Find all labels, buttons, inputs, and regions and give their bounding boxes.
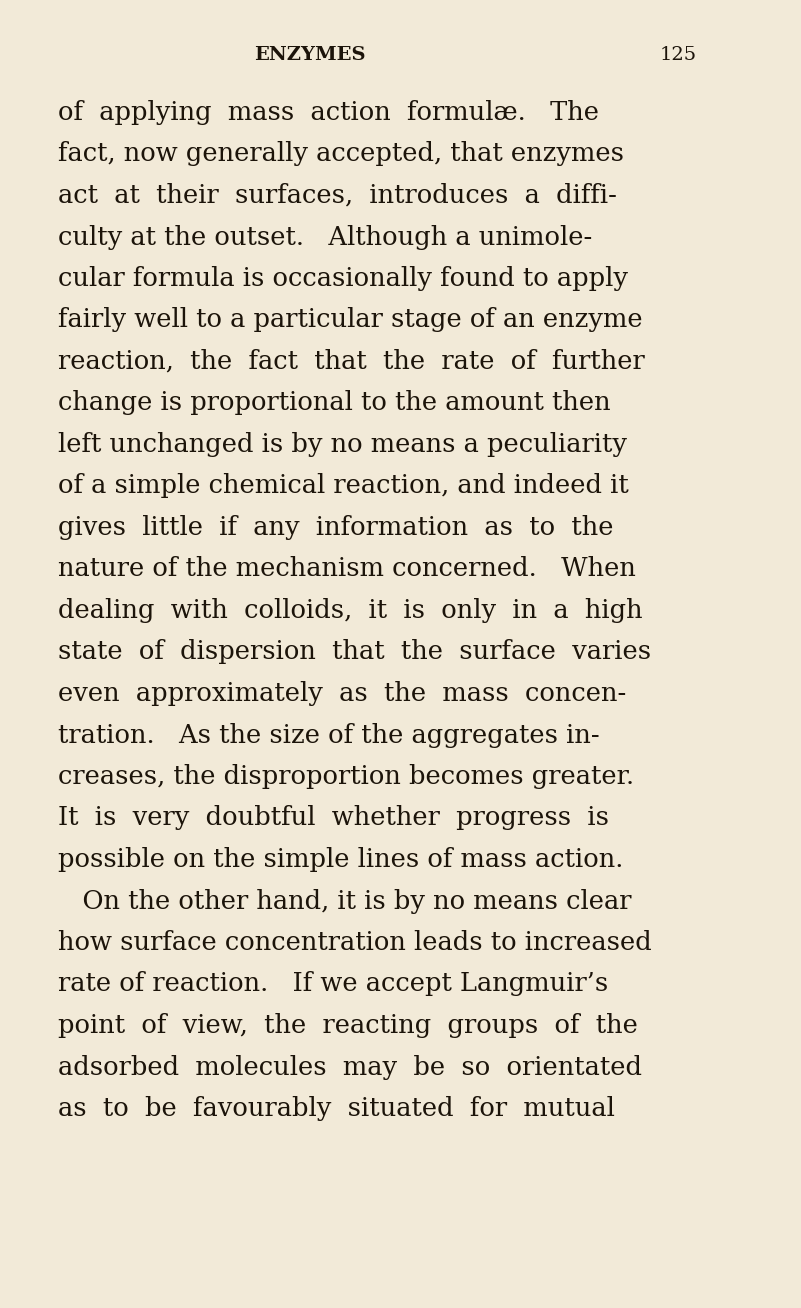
Text: of  applying  mass  action  formulæ.   The: of applying mass action formulæ. The xyxy=(58,99,599,126)
Text: 125: 125 xyxy=(660,46,697,64)
Text: point  of  view,  the  reacting  groups  of  the: point of view, the reacting groups of th… xyxy=(58,1012,638,1039)
Text: gives  little  if  any  information  as  to  the: gives little if any information as to th… xyxy=(58,515,614,540)
Text: even  approximately  as  the  mass  concen-: even approximately as the mass concen- xyxy=(58,681,626,706)
Text: cular formula is occasionally found to apply: cular formula is occasionally found to a… xyxy=(58,266,628,290)
Text: of a simple chemical reaction, and indeed it: of a simple chemical reaction, and indee… xyxy=(58,473,629,498)
Text: fact, now generally accepted, that enzymes: fact, now generally accepted, that enzym… xyxy=(58,141,624,166)
Text: dealing  with  colloids,  it  is  only  in  a  high: dealing with colloids, it is only in a h… xyxy=(58,598,642,623)
Text: It  is  very  doubtful  whether  progress  is: It is very doubtful whether progress is xyxy=(58,806,609,831)
Text: change is proportional to the amount then: change is proportional to the amount the… xyxy=(58,391,610,416)
Text: tration.   As the size of the aggregates in-: tration. As the size of the aggregates i… xyxy=(58,722,600,747)
Text: creases, the disproportion becomes greater.: creases, the disproportion becomes great… xyxy=(58,764,634,789)
Text: ENZYMES: ENZYMES xyxy=(254,46,366,64)
Text: act  at  their  surfaces,  introduces  a  diffi-: act at their surfaces, introduces a diff… xyxy=(58,183,617,208)
Text: possible on the simple lines of mass action.: possible on the simple lines of mass act… xyxy=(58,848,623,872)
Text: how surface concentration leads to increased: how surface concentration leads to incre… xyxy=(58,930,652,955)
Text: rate of reaction.   If we accept Langmuir’s: rate of reaction. If we accept Langmuir’… xyxy=(58,972,608,997)
Text: fairly well to a particular stage of an enzyme: fairly well to a particular stage of an … xyxy=(58,307,642,332)
Text: nature of the mechanism concerned.   When: nature of the mechanism concerned. When xyxy=(58,556,636,582)
Text: On the other hand, it is by no means clear: On the other hand, it is by no means cle… xyxy=(58,888,631,913)
Text: left unchanged is by no means a peculiarity: left unchanged is by no means a peculiar… xyxy=(58,432,627,456)
Text: as  to  be  favourably  situated  for  mutual: as to be favourably situated for mutual xyxy=(58,1096,615,1121)
Text: reaction,  the  fact  that  the  rate  of  further: reaction, the fact that the rate of furt… xyxy=(58,349,645,374)
Text: culty at the outset.   Although a unimole-: culty at the outset. Although a unimole- xyxy=(58,225,592,250)
Text: adsorbed  molecules  may  be  so  orientated: adsorbed molecules may be so orientated xyxy=(58,1054,642,1079)
Text: state  of  dispersion  that  the  surface  varies: state of dispersion that the surface var… xyxy=(58,640,651,664)
